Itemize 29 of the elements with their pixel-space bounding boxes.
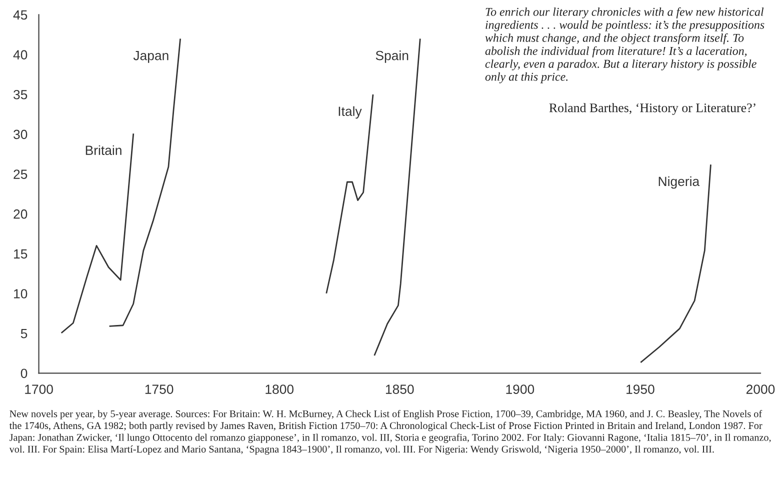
x-tick-label: 1800 [266, 384, 294, 394]
annotation: Roland Barthes, ‘History or Literature?’ [549, 103, 756, 115]
series-label: Spain [376, 50, 408, 63]
y-tick-label: 35 [14, 90, 28, 100]
line-series [326, 94, 374, 294]
annotation: To enrich our literary chronicles with a few new historical ingredients . . . would be pointless: it’s the presuppositions which must change, and the object transform itself. To abolish the individual from literature! It’s a laceration, clearly, even a paradox. But a literary history is possible only at this price. [485, 7, 764, 84]
x-tick-label: 1900 [506, 384, 534, 394]
y-tick-label: 15 [14, 249, 28, 259]
y-tick-label: 45 [13, 10, 28, 20]
x-tick-label: 1750 [145, 384, 174, 394]
y-tick-label: 0 [20, 368, 28, 378]
line-series [640, 164, 712, 363]
x-tick-label: 1950 [626, 384, 654, 394]
y-tick-label: 25 [14, 170, 28, 179]
line-series [61, 134, 134, 334]
series-label: Nigeria [658, 176, 700, 189]
y-tick-label: 20 [14, 209, 28, 219]
x-tick-label: 1850 [386, 384, 414, 394]
x-tick-label: 1700 [25, 384, 53, 394]
y-tick-label: 30 [14, 130, 28, 140]
y-tick-label: 40 [13, 50, 28, 60]
line-series [374, 38, 421, 356]
y-tick-label: 5 [20, 329, 28, 338]
series-label: Japan [133, 51, 168, 63]
series-label: Britain [86, 145, 122, 156]
x-tick-label: 2000 [746, 384, 775, 394]
series-label: Italy [338, 106, 362, 119]
text: New novels per year, by 5-year average. Sources: For Britain: W. H. McBurney, A Check List of English Prose Fiction, 1700–39, Cambridge, MA 1960, and J. C. Beasley, The Novels of the 1740s, Athens, GA 1982; both partly revised by James Raven, British Fiction 1750–70: A Chronological Check-List of Prose Fiction Printed in Britain and Ireland, London 1987. For Japan: Jonathan Zwicker, ‘Il lungo Ottocento del romanzo giapponese’, in Il romanzo, vol. III, Storia e geografia, Torino 2002. For Italy: Giovanni Ragone, ‘Italia 1815–70’, in Il romanzo, vol. III. For Spain: Elisa Martí-Lopez and Mario Santana, ‘Spagna 1843–1900’, Il romanzo, vol. III. For Nigeria: Wendy Griswold, ‘Nigeria 1950–2000’, Il romanzo, vol. III. [9, 410, 771, 455]
y-tick-label: 10 [14, 289, 28, 298]
